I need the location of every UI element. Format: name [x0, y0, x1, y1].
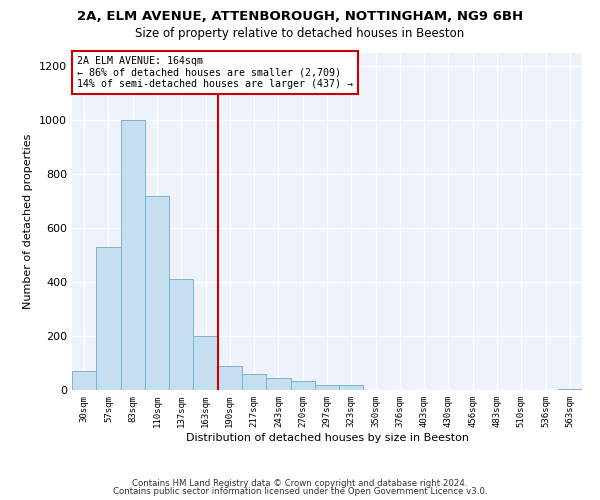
Bar — [242, 374, 266, 390]
Bar — [72, 371, 96, 390]
Bar — [290, 380, 315, 390]
Bar — [96, 247, 121, 390]
Bar — [193, 336, 218, 390]
Y-axis label: Number of detached properties: Number of detached properties — [23, 134, 34, 309]
Bar — [218, 366, 242, 390]
Bar — [339, 384, 364, 390]
Text: 2A, ELM AVENUE, ATTENBOROUGH, NOTTINGHAM, NG9 6BH: 2A, ELM AVENUE, ATTENBOROUGH, NOTTINGHAM… — [77, 10, 523, 23]
Bar — [315, 384, 339, 390]
X-axis label: Distribution of detached houses by size in Beeston: Distribution of detached houses by size … — [185, 432, 469, 442]
Text: Contains HM Land Registry data © Crown copyright and database right 2024.: Contains HM Land Registry data © Crown c… — [132, 478, 468, 488]
Text: Size of property relative to detached houses in Beeston: Size of property relative to detached ho… — [136, 28, 464, 40]
Text: 2A ELM AVENUE: 164sqm
← 86% of detached houses are smaller (2,709)
14% of semi-d: 2A ELM AVENUE: 164sqm ← 86% of detached … — [77, 56, 353, 89]
Bar — [121, 120, 145, 390]
Bar — [266, 378, 290, 390]
Bar — [145, 196, 169, 390]
Bar — [169, 280, 193, 390]
Text: Contains public sector information licensed under the Open Government Licence v3: Contains public sector information licen… — [113, 487, 487, 496]
Bar — [558, 388, 582, 390]
